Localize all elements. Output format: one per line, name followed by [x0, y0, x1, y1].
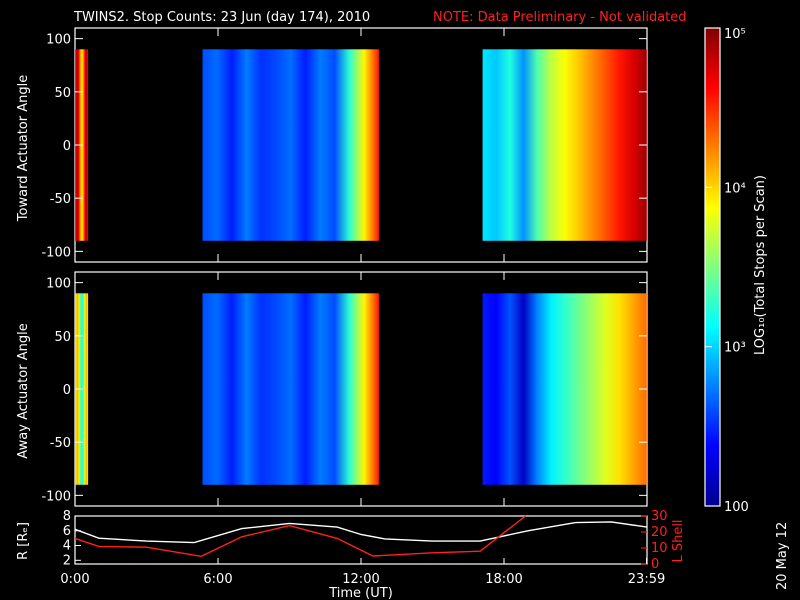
lshell-tick-label: 10 — [651, 541, 668, 556]
colorbar-label: LOG₁₀(Total Stops per Scan) — [753, 175, 768, 355]
r-tick-label: 6 — [63, 524, 71, 539]
y-tick-label: 0 — [63, 383, 71, 398]
lshell-tick-label: 20 — [651, 525, 668, 540]
date-stamp: 20 May 12 — [775, 522, 790, 590]
lshell-tick-label: 30 — [651, 509, 668, 524]
colorbar-tick-label: 10⁵ — [724, 27, 746, 42]
colorbar-tick-label: 10³ — [724, 341, 746, 356]
y-tick-label: 0 — [63, 139, 71, 154]
r-tick-label: 4 — [63, 539, 71, 554]
time-tick-label: 18:00 — [485, 572, 522, 587]
y-tick-label: 50 — [54, 86, 71, 101]
toward-ylabel: Toward Actuator Angle — [16, 75, 31, 222]
y-tick-label: -50 — [50, 436, 71, 451]
colorbar-gradient — [704, 27, 721, 507]
y-tick-label: 100 — [46, 277, 71, 292]
away-y-ticks: 100 50 0 -50 -100 — [41, 272, 648, 506]
lshell-tick-label: 0 — [651, 557, 659, 572]
away-panel: 100 50 0 -50 -100 Away Actuator Angle — [16, 271, 648, 507]
toward-heatmap — [75, 49, 647, 241]
r-tick-label: 2 — [63, 553, 71, 568]
heatmap-block — [482, 49, 647, 241]
y-tick-label: -50 — [50, 192, 71, 207]
toward-panel: 100 50 0 -50 -100 Toward Actuator Angle — [16, 27, 648, 263]
y-tick-label: 100 — [46, 33, 71, 48]
y-tick-label: -100 — [41, 489, 71, 504]
heatmap-block — [202, 293, 379, 485]
colorbar: 10⁵ 10⁴ 10³ 100 LOG₁₀(Total Stops per Scan) — [704, 27, 768, 515]
time-xlabel: Time (UT) — [328, 586, 393, 600]
lshell-ylabel: L Shell — [671, 519, 686, 562]
y-tick-label: -100 — [41, 245, 71, 260]
heatmap-block — [202, 49, 379, 241]
away-heatmap — [75, 293, 647, 485]
toward-y-ticks: 100 50 0 -50 -100 — [41, 28, 648, 262]
colorbar-tick-label: 10⁴ — [724, 181, 746, 196]
time-tick-label: 0:00 — [60, 572, 89, 587]
data-preliminary-note: NOTE: Data Preliminary - Not validated — [433, 10, 687, 25]
y-tick-label: 50 — [54, 330, 71, 345]
r-ylabel: R [Rₑ] — [16, 522, 31, 560]
away-ylabel: Away Actuator Angle — [16, 323, 31, 458]
time-tick-label: 12:00 — [342, 572, 379, 587]
heatmap-block — [482, 293, 647, 485]
lshell-line — [74, 515, 526, 558]
time-tick-label: 23:59 — [628, 572, 665, 587]
colorbar-ticks: 10⁵ 10⁴ 10³ 100 — [705, 27, 749, 515]
colorbar-tick-label: 100 — [724, 500, 749, 515]
r-line — [74, 521, 648, 544]
orbit-lines — [74, 515, 648, 558]
r-tick-label: 8 — [63, 509, 71, 524]
time-tick-label: 6:00 — [203, 572, 232, 587]
chart-title: TWINS2. Stop Counts: 23 Jun (day 174), 2… — [73, 10, 370, 25]
orbit-panel-frame — [74, 515, 648, 565]
